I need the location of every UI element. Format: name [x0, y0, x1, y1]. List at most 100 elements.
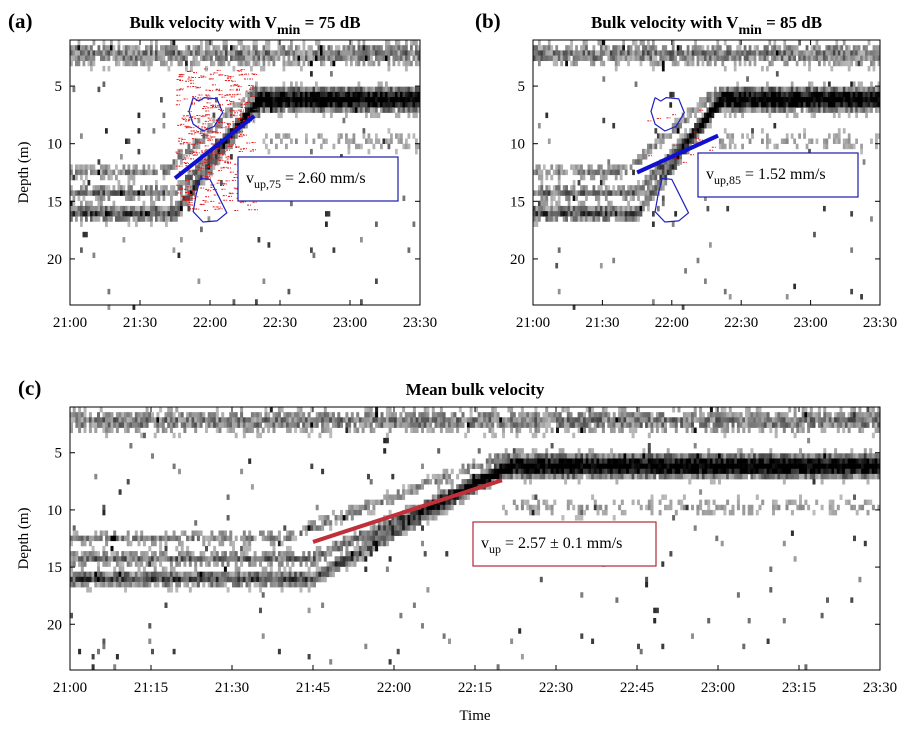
- echogram-cell: [845, 97, 849, 103]
- echogram-cell: [751, 97, 754, 103]
- echogram-cell: [183, 571, 187, 578]
- echogram-cell: [345, 561, 349, 567]
- echogram-cell: [105, 190, 108, 196]
- echogram-cell: [153, 422, 157, 428]
- echogram-cell: [125, 50, 128, 56]
- echogram-cell: [151, 453, 154, 459]
- echogram-cell: [872, 60, 876, 67]
- echogram-cell: [550, 45, 554, 51]
- echogram-cell: [560, 190, 564, 196]
- echogram-cell: [402, 45, 406, 51]
- echogram-cell: [822, 86, 826, 93]
- echogram-cell: [120, 154, 123, 160]
- echogram-cell: [847, 138, 851, 144]
- echogram-cell: [825, 55, 829, 62]
- echogram-cell: [780, 138, 784, 144]
- echogram-cell: [372, 540, 376, 547]
- echogram-cell: [270, 97, 273, 103]
- echogram-cell: [577, 179, 581, 186]
- echogram-cell: [137, 205, 141, 212]
- echogram-cell: [188, 551, 192, 557]
- echogram-cell: [353, 504, 357, 511]
- echogram-cell: [237, 55, 241, 62]
- echogram-cell: [210, 40, 213, 46]
- echogram-cell: [746, 86, 749, 93]
- echogram-cell: [385, 437, 389, 444]
- echogram-cell: [245, 571, 249, 578]
- echogram-cell: [99, 530, 103, 536]
- echogram-cell: [192, 143, 196, 150]
- echogram-cell: [72, 551, 76, 557]
- echogram-cell: [773, 91, 777, 98]
- echogram-cell: [232, 133, 236, 139]
- echogram-cell: [350, 102, 353, 108]
- echogram-cell: [86, 556, 90, 562]
- echogram-cell: [320, 45, 323, 51]
- echogram-cell: [654, 138, 658, 144]
- echogram-cell: [837, 112, 841, 119]
- echogram-cell: [327, 97, 331, 103]
- echogram-cell: [357, 50, 361, 56]
- echogram-cell: [282, 86, 286, 93]
- echogram-cell: [282, 60, 286, 67]
- echogram-cell: [282, 65, 286, 72]
- echogram-cell: [783, 107, 787, 113]
- echogram-cell: [262, 278, 266, 284]
- echogram-cell: [326, 412, 330, 418]
- echogram-cell: [90, 216, 93, 222]
- echogram-cell: [649, 185, 653, 191]
- echogram-cell: [661, 195, 665, 202]
- echogram-cell: [395, 133, 398, 139]
- echogram-cell: [275, 535, 279, 542]
- echogram-cell: [385, 520, 389, 526]
- echogram-cell: [240, 117, 243, 124]
- echogram-cell: [259, 556, 262, 562]
- echogram-cell: [659, 60, 663, 67]
- echogram-cell: [226, 556, 230, 562]
- echogram-cell: [555, 50, 559, 56]
- echogram-cell: [847, 65, 851, 72]
- echogram-cell: [431, 509, 435, 516]
- echogram-cell: [656, 50, 660, 56]
- echogram-cell: [225, 40, 228, 46]
- echogram-cell: [325, 50, 328, 56]
- echogram-cell: [818, 50, 821, 56]
- echogram-cell: [102, 45, 106, 51]
- echogram-cell: [70, 566, 73, 572]
- echogram-cell: [377, 60, 381, 67]
- echogram-cell: [320, 60, 323, 67]
- echogram-cell: [718, 45, 722, 51]
- echogram-cell: [375, 55, 378, 62]
- echogram-cell: [634, 55, 638, 62]
- echogram-cell: [124, 412, 127, 418]
- echogram-cell: [369, 479, 373, 485]
- echogram-cell: [602, 40, 606, 46]
- echogram-cell: [323, 417, 327, 423]
- echogram-cell: [555, 60, 559, 67]
- echogram-cell: [415, 107, 418, 113]
- echogram-cell: [402, 484, 406, 490]
- echogram-cell: [340, 417, 343, 423]
- echogram-cell: [396, 520, 400, 526]
- echogram-cell: [77, 164, 81, 170]
- echogram-cell: [167, 556, 171, 562]
- echogram-cell: [599, 262, 603, 269]
- echogram-cell: [552, 190, 556, 196]
- echogram-cell: [743, 86, 747, 93]
- echogram-cell: [872, 45, 876, 51]
- echogram-cell: [292, 50, 296, 56]
- echogram-cell: [545, 185, 549, 191]
- echogram-cell: [83, 535, 87, 542]
- echogram-cell: [105, 556, 109, 562]
- echogram-cell: [721, 86, 725, 93]
- echogram-cell: [150, 185, 153, 191]
- echogram-cell: [72, 174, 76, 181]
- echogram-cell: [347, 45, 351, 51]
- echogram-cell: [186, 571, 190, 578]
- echogram-cell: [310, 556, 314, 562]
- echogram-cell: [768, 97, 772, 103]
- echogram-cell: [253, 556, 257, 562]
- echogram-cell: [202, 138, 206, 144]
- echogram-cell: [151, 540, 154, 547]
- echogram-cell: [87, 45, 91, 51]
